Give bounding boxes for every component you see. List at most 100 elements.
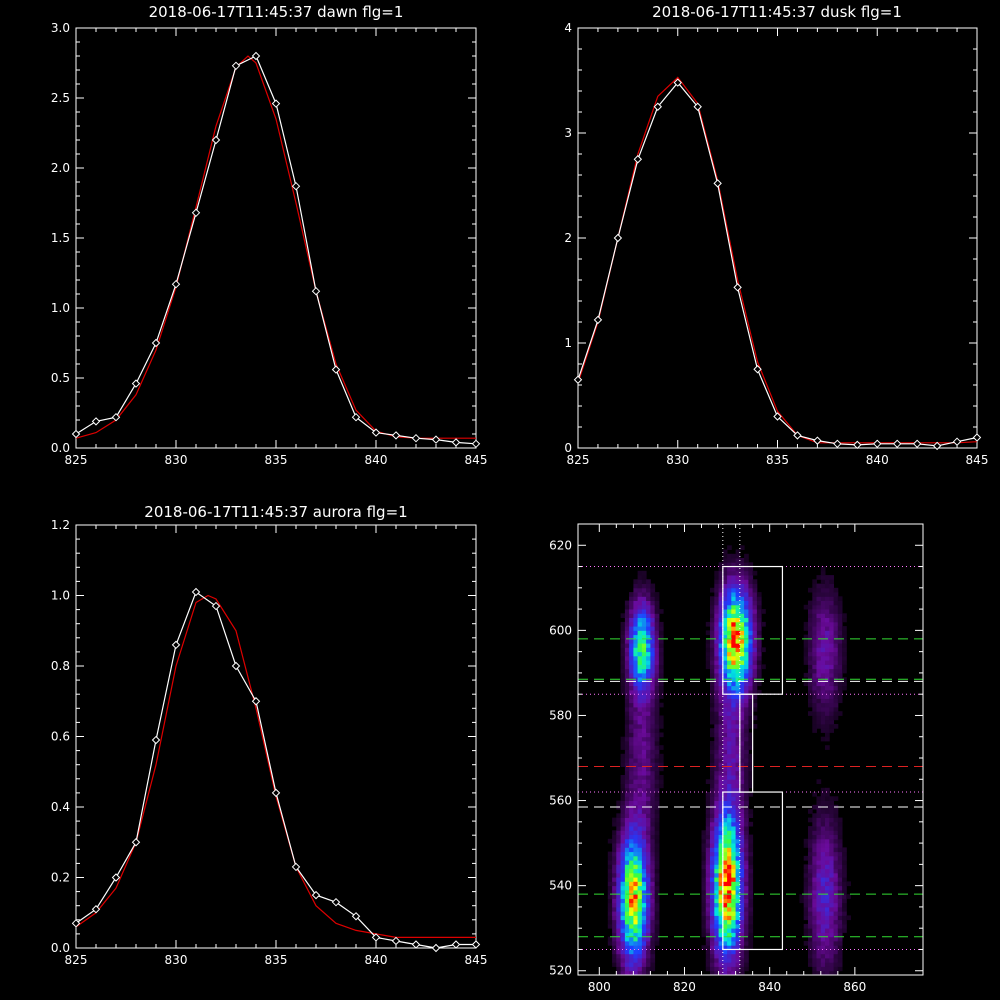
heatmap-cell	[641, 660, 647, 665]
heatmap-cell	[837, 664, 843, 670]
heatmap-cell	[624, 821, 630, 827]
heatmap-cell	[637, 953, 643, 959]
heatmap-cell	[633, 643, 639, 648]
heatmap-cell	[654, 626, 660, 631]
heatmap-cell	[816, 966, 822, 972]
heatmap-cell	[646, 970, 651, 976]
heatmap-cell	[748, 821, 754, 827]
heatmap-cell	[829, 638, 834, 644]
heatmap-cell	[816, 634, 822, 640]
heatmap-cell	[739, 962, 745, 967]
heatmap-cell	[616, 872, 621, 878]
heatmap-cell	[825, 672, 830, 678]
heatmap-cell	[646, 664, 651, 670]
heatmap-cell	[722, 881, 728, 887]
heatmap-cell	[748, 758, 754, 763]
heatmap-cell	[650, 655, 656, 661]
heatmap-cell	[739, 758, 745, 763]
heatmap-cell	[756, 638, 762, 644]
heatmap-cell	[633, 779, 639, 784]
heatmap-cell	[744, 911, 749, 916]
heatmap-cell	[812, 660, 817, 665]
heatmap-cell	[607, 872, 613, 878]
heatmap-cell	[722, 817, 728, 823]
heatmap-cell	[629, 817, 634, 823]
dusk-data-point	[813, 436, 822, 445]
heatmap-cell	[829, 630, 834, 636]
heatmap-cell	[650, 796, 656, 801]
heatmap-cell	[641, 741, 647, 746]
heatmap-cell	[714, 698, 719, 704]
heatmap-cell	[710, 843, 715, 848]
heatmap-cell	[637, 702, 643, 708]
heatmap-cell	[744, 634, 749, 640]
heatmap-cell	[650, 770, 656, 776]
heatmap-cell	[816, 643, 822, 648]
heatmap-cell	[624, 809, 630, 814]
heatmap-cell	[829, 596, 834, 601]
heatmap-cell	[722, 592, 728, 597]
dusk-ytick-label: 2	[564, 231, 572, 245]
heatmap-cell	[727, 923, 732, 929]
heatmap-cell	[833, 872, 839, 878]
heatmap-cell	[808, 698, 813, 704]
heatmap-cell	[825, 872, 830, 878]
heatmap-cell	[739, 570, 745, 576]
heatmap-cell	[748, 630, 754, 636]
heatmap-cell	[744, 558, 749, 563]
heatmap-cell	[825, 881, 830, 887]
heatmap-cell	[650, 898, 656, 904]
heatmap-cell	[833, 902, 839, 908]
dusk-data-line	[577, 81, 978, 447]
dusk-fit-line	[577, 76, 978, 444]
heatmap-cell	[624, 728, 630, 733]
heatmap-cell	[620, 928, 626, 933]
heatmap-cell	[650, 698, 656, 704]
heatmap-cell	[714, 719, 719, 725]
heatmap-cell	[714, 762, 719, 767]
heatmap-cell	[842, 877, 847, 882]
heatmap-cell	[825, 698, 830, 704]
heatmap-cell	[825, 655, 830, 661]
heatmap-cell	[637, 579, 643, 584]
heatmap-cell	[624, 672, 630, 678]
heatmap-cell	[820, 881, 826, 887]
heatmap-cell	[808, 864, 813, 870]
heatmap-cell	[624, 724, 630, 729]
heatmap-cell	[718, 783, 724, 789]
heatmap-cell	[616, 864, 621, 870]
heatmap-cell	[646, 736, 651, 742]
heatmap-cell	[752, 651, 758, 657]
heatmap-cell	[654, 634, 660, 640]
heatmap-cell	[620, 643, 626, 648]
heatmap-cell	[752, 702, 758, 708]
heatmap-cell	[820, 902, 826, 908]
heatmap-cell	[641, 732, 647, 738]
heatmap-cell	[735, 575, 741, 580]
aurora-data-point	[131, 838, 141, 847]
heatmap-cell	[637, 932, 643, 938]
heatmap-cell	[727, 898, 732, 904]
heatmap-cell	[654, 638, 660, 644]
heatmap-cell	[633, 762, 639, 767]
heatmap-cell	[735, 553, 741, 559]
heatmap-cell	[624, 766, 630, 772]
heatmap-cell	[629, 655, 634, 661]
heatmap-cell	[731, 609, 736, 614]
heatmap-cell	[833, 694, 839, 699]
heatmap-cell	[633, 851, 639, 857]
heatmap-cell	[705, 889, 711, 895]
heatmap-cell	[829, 902, 834, 908]
heatmap-cell	[727, 579, 732, 584]
image-ytick-label: 540	[549, 879, 572, 893]
heatmap-cell	[637, 758, 643, 763]
heatmap-cell	[744, 932, 749, 938]
heatmap-cell	[837, 821, 843, 827]
heatmap-cell	[735, 838, 741, 844]
heatmap-cell	[837, 872, 843, 878]
heatmap-cell	[650, 668, 656, 674]
heatmap-cell	[650, 906, 656, 912]
heatmap-cell	[739, 668, 745, 674]
heatmap-cell	[624, 958, 630, 963]
heatmap-cell	[808, 932, 813, 938]
